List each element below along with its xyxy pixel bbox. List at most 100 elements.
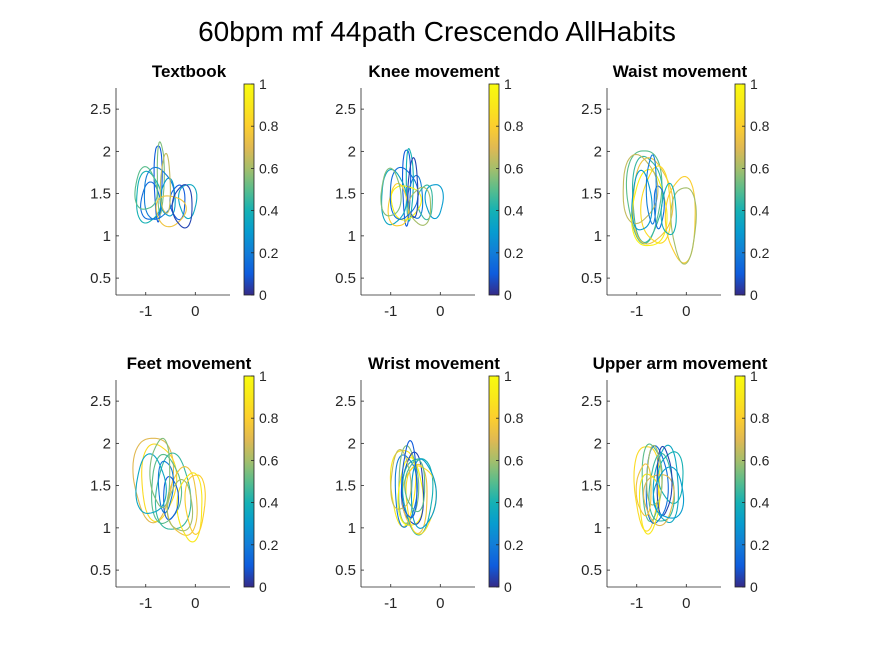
colorbar-tick-label: 0.2: [259, 245, 279, 261]
trajectory-loop: [157, 460, 175, 514]
y-tick-label: 1: [348, 228, 356, 245]
trajectory-lines: [132, 437, 206, 543]
trajectory-lines: [380, 147, 444, 227]
trajectory-loop: [664, 176, 696, 264]
trajectory-loop: [410, 458, 437, 529]
y-tick-label: 0.5: [90, 270, 111, 287]
colorbar-tick-label: 1: [504, 368, 512, 384]
x-tick-label: 0: [191, 303, 199, 320]
colorbar-tick-label: 0.6: [750, 452, 770, 468]
colorbar-tick-label: 0: [259, 287, 267, 303]
y-tick-label: 0.5: [335, 270, 356, 287]
trajectory-loop: [141, 443, 178, 523]
trajectory-loop: [398, 445, 420, 524]
colorbar-tick-label: 0: [504, 579, 512, 595]
trajectory-loop: [405, 147, 414, 222]
subplot-3: Waist movement 0.5 1 1.5 2 2.5 -1 0 0 0.2 0.4 0.6 0.…: [581, 62, 770, 320]
trajectory-loop: [184, 474, 206, 535]
trajectory-loop: [176, 472, 203, 543]
x-tick-label: -1: [139, 303, 152, 320]
colorbar-gradient: [488, 83, 500, 296]
x-tick-label: 0: [682, 303, 690, 320]
colorbar-tick-label: 1: [259, 76, 267, 92]
colorbar-tick-label: 0: [504, 287, 512, 303]
colorbar-tick-label: 1: [259, 368, 267, 384]
trajectory-loop: [135, 453, 167, 514]
trajectory-loop: [389, 166, 419, 220]
trajectory-loop: [401, 440, 418, 519]
trajectory-loop: [140, 181, 162, 220]
colorbar-tick-label: 0.8: [504, 410, 524, 426]
trajectory-loop: [178, 184, 198, 220]
y-tick-label: 2: [348, 435, 356, 452]
trajectory-loop: [387, 182, 409, 227]
colorbar: 0 0.2 0.4 0.6 0.8 1: [488, 368, 524, 595]
x-tick-label: -1: [384, 595, 397, 612]
colorbar-tick-label: 0.8: [504, 118, 524, 134]
subplot-title: Wrist movement: [368, 354, 500, 373]
trajectory-lines: [622, 150, 697, 265]
colorbar-tick-label: 0.2: [750, 537, 770, 553]
colorbar-tick-label: 0.4: [504, 495, 524, 511]
y-tick-label: 1: [103, 228, 111, 245]
subplot-title: Knee movement: [368, 62, 500, 81]
trajectory-lines: [633, 443, 685, 535]
colorbar: 0 0.2 0.4 0.6 0.8 1: [734, 76, 770, 303]
colorbar-tick-label: 0.4: [259, 203, 279, 219]
trajectory-loop: [169, 184, 186, 221]
x-tick-label: -1: [630, 595, 643, 612]
trajectory-loop: [646, 444, 663, 506]
subplots-grid: Textbook 0.5 1 1.5 2 2.5 -1 0 0 0.2 0.4 0.6 0.8 1 Knee…: [90, 62, 770, 612]
subplot-5: Wrist movement 0.5 1 1.5 2 2.5 -1 0 0 0.2 0.4 0.6 0.…: [335, 354, 524, 612]
y-tick-label: 1: [348, 520, 356, 537]
y-tick-label: 1.5: [90, 478, 111, 495]
y-tick-label: 0.5: [90, 562, 111, 579]
y-tick-label: 2.5: [335, 101, 356, 118]
x-tick-label: 0: [191, 595, 199, 612]
trajectory-loop: [404, 459, 426, 513]
trajectory-loop: [171, 184, 193, 229]
y-tick-label: 2.5: [335, 393, 356, 410]
y-tick-label: 1: [594, 228, 602, 245]
colorbar-tick-label: 0.2: [504, 537, 524, 553]
y-tick-label: 2: [348, 143, 356, 160]
colorbar: 0 0.2 0.4 0.6 0.8 1: [734, 368, 770, 595]
colorbar-tick-label: 0.4: [259, 495, 279, 511]
trajectory-lines: [389, 440, 437, 536]
trajectory-loop: [670, 187, 697, 265]
colorbar: 0 0.2 0.4 0.6 0.8 1: [243, 76, 279, 303]
trajectory-loop: [660, 182, 677, 236]
subplot-4: Feet movement 0.5 1 1.5 2 2.5 -1 0 0 0.2 0.4 0.6 0.8…: [90, 354, 279, 612]
colorbar-tick-label: 0.2: [259, 537, 279, 553]
trajectory-loop: [159, 177, 176, 217]
colorbar-gradient: [734, 83, 746, 296]
figure-title: 60bpm mf 44path Crescendo AllHabits: [198, 16, 676, 47]
colorbar-gradient: [243, 83, 255, 296]
colorbar-tick-label: 0.2: [750, 245, 770, 261]
y-tick-label: 0.5: [581, 562, 602, 579]
colorbar-tick-label: 0.4: [750, 495, 770, 511]
colorbar: 0 0.2 0.4 0.6 0.8 1: [243, 368, 279, 595]
subplot-2: Knee movement 0.5 1 1.5 2 2.5 -1 0 0 0.2 0.4 0.6 0.8…: [335, 62, 524, 320]
trajectory-loop: [143, 166, 175, 220]
colorbar-tick-label: 0.6: [750, 160, 770, 176]
colorbar-tick-label: 0.8: [750, 410, 770, 426]
y-tick-label: 1.5: [581, 186, 602, 203]
subplot-title: Upper arm movement: [593, 354, 768, 373]
colorbar-tick-label: 1: [750, 368, 758, 384]
colorbar-tick-label: 0: [750, 579, 758, 595]
trajectory-loop: [394, 454, 418, 528]
y-tick-label: 2.5: [581, 393, 602, 410]
colorbar-gradient: [734, 375, 746, 588]
y-tick-label: 1.5: [581, 478, 602, 495]
trajectory-loop: [151, 453, 183, 524]
subplot-1: Textbook 0.5 1 1.5 2 2.5 -1 0 0 0.2 0.4 0.6 0.8 1: [90, 62, 279, 320]
subplot-title: Feet movement: [127, 354, 252, 373]
trajectory-loop: [416, 184, 433, 221]
colorbar-tick-label: 0.6: [504, 452, 524, 468]
subplot-title: Textbook: [152, 62, 227, 81]
colorbar-tick-label: 0.8: [259, 118, 279, 134]
colorbar-gradient: [243, 375, 255, 588]
